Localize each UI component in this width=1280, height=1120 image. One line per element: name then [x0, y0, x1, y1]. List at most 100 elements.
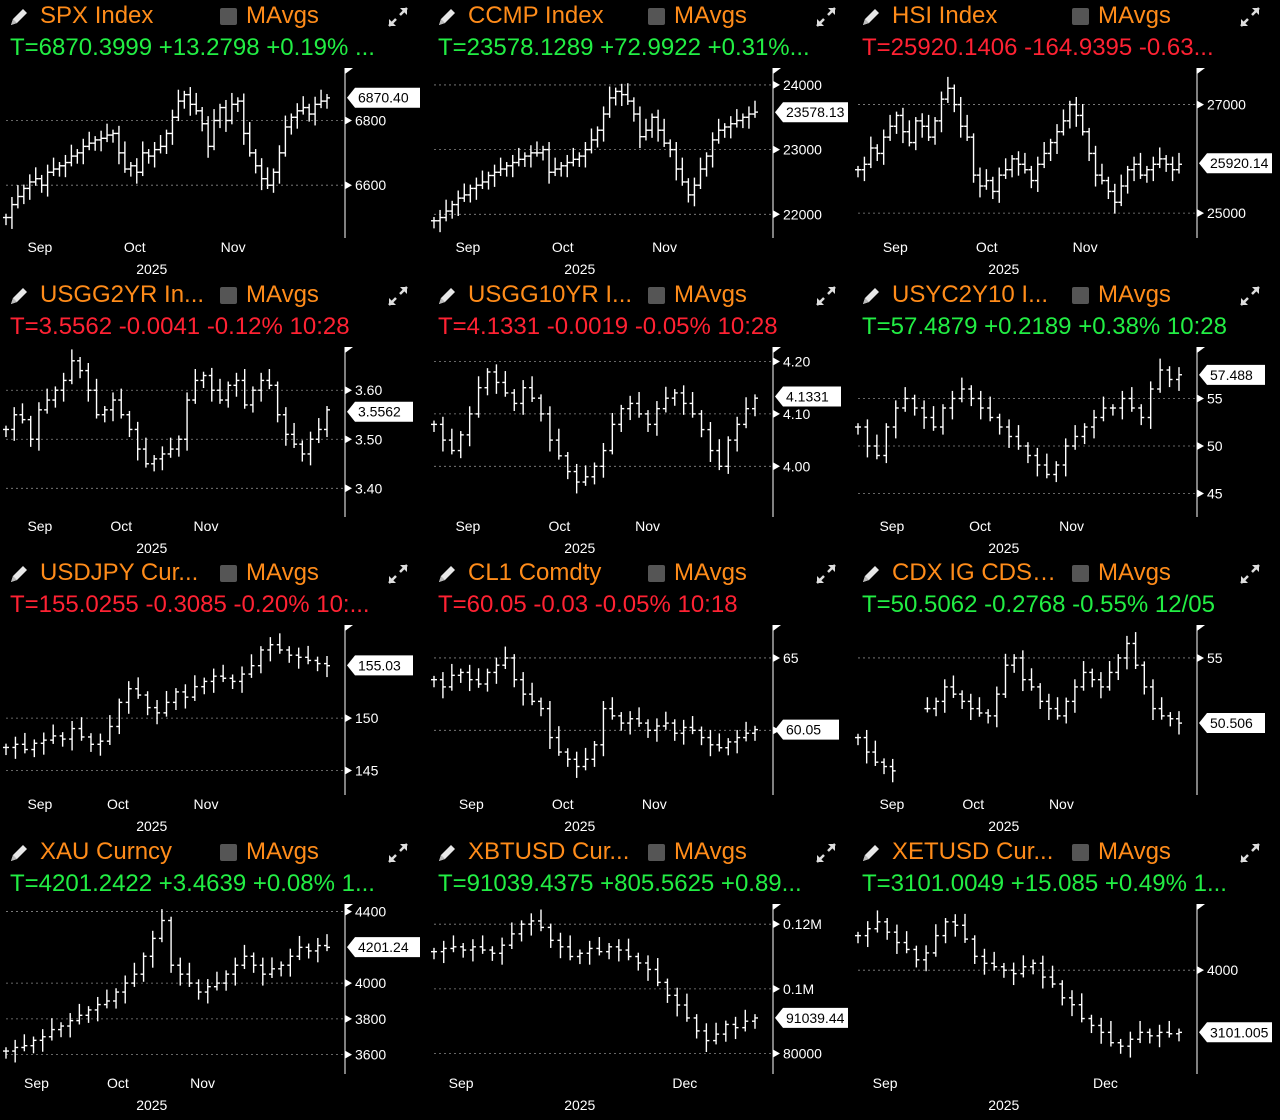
mavgs-label[interactable]: MAvgs: [674, 2, 747, 29]
ohlc-bar: [248, 654, 255, 678]
pencil-icon[interactable]: [8, 6, 30, 28]
chart-panel: CCMP Index MAvgs T=23578.1289 +72.9922 +0.…: [428, 0, 848, 278]
mavgs-label[interactable]: MAvgs: [1098, 559, 1171, 586]
mavgs-checkbox[interactable]: [220, 8, 237, 25]
chart-panel: USDJPY Cur... MAvgs T=155.0255 -0.3085 -0.…: [0, 557, 420, 835]
mavgs-checkbox[interactable]: [648, 844, 665, 861]
pencil-icon[interactable]: [436, 285, 458, 307]
ohlc-bar: [431, 420, 437, 432]
mavgs-checkbox[interactable]: [220, 565, 237, 582]
expand-icon[interactable]: [1237, 561, 1263, 587]
ticker-label[interactable]: CCMP Index: [468, 2, 604, 29]
ohlc-bar: [932, 924, 939, 957]
mavgs-label[interactable]: MAvgs: [674, 281, 747, 308]
ticker-label[interactable]: SPX Index: [40, 2, 154, 29]
ohlc-bar: [1054, 697, 1061, 720]
pencil-icon[interactable]: [8, 563, 30, 585]
mavgs-label[interactable]: MAvgs: [674, 838, 747, 865]
ticker-label[interactable]: CL1 Comdty: [468, 559, 602, 586]
ohlc-bar: [295, 647, 302, 669]
chart-plot: 24000 23000 22000 Sep Oct Nov 2025 23578.13: [428, 62, 848, 278]
y-tick-mark: [773, 80, 780, 89]
mavgs-label[interactable]: MAvgs: [246, 559, 319, 586]
ticker-label[interactable]: XBTUSD Cur...: [468, 838, 630, 865]
expand-icon[interactable]: [1237, 283, 1263, 309]
expand-icon[interactable]: [385, 4, 411, 30]
expand-icon[interactable]: [813, 283, 839, 309]
mavgs-checkbox[interactable]: [1072, 844, 1089, 861]
ohlc-bar: [448, 428, 455, 455]
mavgs-checkbox[interactable]: [1072, 565, 1089, 582]
y-tick-label: 24000: [783, 77, 822, 93]
ohlc-bar: [62, 154, 69, 178]
last-price-label: 4.1331: [786, 389, 829, 405]
pencil-icon[interactable]: [436, 563, 458, 585]
mavgs-label[interactable]: MAvgs: [1098, 838, 1171, 865]
expand-icon[interactable]: [385, 840, 411, 866]
x-tick-label: Nov: [190, 1075, 215, 1091]
ohlc-bar: [911, 394, 918, 416]
ohlc-bar: [484, 668, 491, 692]
expand-icon[interactable]: [385, 283, 411, 309]
ohlc-bar: [958, 377, 965, 403]
ohlc-bar: [661, 118, 668, 147]
ohlc-bar: [443, 199, 450, 222]
ohlc-bar: [1010, 962, 1017, 986]
ticker-label[interactable]: CDX IG CDSI...: [892, 559, 1057, 586]
pencil-icon[interactable]: [860, 285, 882, 307]
ticker-label[interactable]: USGG2YR In...: [40, 281, 205, 308]
ohlc-bar: [716, 439, 723, 471]
pencil-icon[interactable]: [8, 285, 30, 307]
panel-header: SPX Index MAvgs: [0, 0, 420, 36]
ticker-label[interactable]: USYC2Y10 I...: [892, 281, 1049, 308]
ohlc-bar: [210, 668, 217, 693]
expand-icon[interactable]: [1237, 4, 1263, 30]
ohlc-bar: [555, 428, 562, 460]
expand-icon[interactable]: [813, 840, 839, 866]
mavgs-checkbox[interactable]: [648, 8, 665, 25]
mavgs-label[interactable]: MAvgs: [246, 838, 319, 865]
mavgs-label[interactable]: MAvgs: [1098, 281, 1171, 308]
pencil-icon[interactable]: [860, 842, 882, 864]
pencil-icon[interactable]: [860, 6, 882, 28]
ohlc-bar: [222, 99, 229, 132]
ohlc-bar: [1088, 1014, 1095, 1034]
y-tick-mark: [345, 766, 352, 775]
ticker-label[interactable]: USDJPY Cur...: [40, 559, 199, 586]
price-chart: 6800 6600 Sep Oct Nov 2025 6870.40: [3, 62, 420, 277]
ticker-label[interactable]: XAU Curncy: [40, 838, 173, 865]
ohlc-bar: [976, 167, 983, 198]
mavgs-checkbox[interactable]: [648, 287, 665, 304]
expand-icon[interactable]: [385, 561, 411, 587]
ticker-label[interactable]: HSI Index: [892, 2, 998, 29]
y-tick-label: 3600: [355, 1047, 386, 1063]
expand-icon[interactable]: [813, 561, 839, 587]
ohlc-bar: [540, 145, 547, 161]
pencil-icon[interactable]: [436, 842, 458, 864]
mavgs-checkbox[interactable]: [1072, 8, 1089, 25]
chart-plot: 6800 6600 Sep Oct Nov 2025 6870.40: [0, 62, 420, 278]
ohlc-bar: [305, 645, 312, 665]
mavgs-checkbox[interactable]: [220, 844, 237, 861]
mavgs-label[interactable]: MAvgs: [1098, 2, 1171, 29]
ticker-label[interactable]: XETUSD Cur...: [892, 838, 1054, 865]
ohlc-bar: [1079, 104, 1086, 136]
mavgs-checkbox[interactable]: [1072, 287, 1089, 304]
pencil-icon[interactable]: [860, 563, 882, 585]
y-tick-mark: [1197, 442, 1204, 450]
ticker-label[interactable]: USGG10YR I...: [468, 281, 633, 308]
mavgs-checkbox[interactable]: [220, 287, 237, 304]
ohlc-bar: [547, 923, 554, 948]
mavgs-label[interactable]: MAvgs: [246, 281, 319, 308]
mavgs-checkbox[interactable]: [648, 565, 665, 582]
ohlc-bar: [743, 397, 750, 429]
ohlc-bar: [615, 939, 622, 962]
expand-icon[interactable]: [1237, 840, 1263, 866]
mavgs-label[interactable]: MAvgs: [246, 2, 319, 29]
ohlc-bar: [78, 717, 85, 741]
pencil-icon[interactable]: [8, 842, 30, 864]
pencil-icon[interactable]: [436, 6, 458, 28]
mavgs-label[interactable]: MAvgs: [674, 559, 747, 586]
last-price-label: 60.05: [786, 722, 821, 738]
expand-icon[interactable]: [813, 4, 839, 30]
